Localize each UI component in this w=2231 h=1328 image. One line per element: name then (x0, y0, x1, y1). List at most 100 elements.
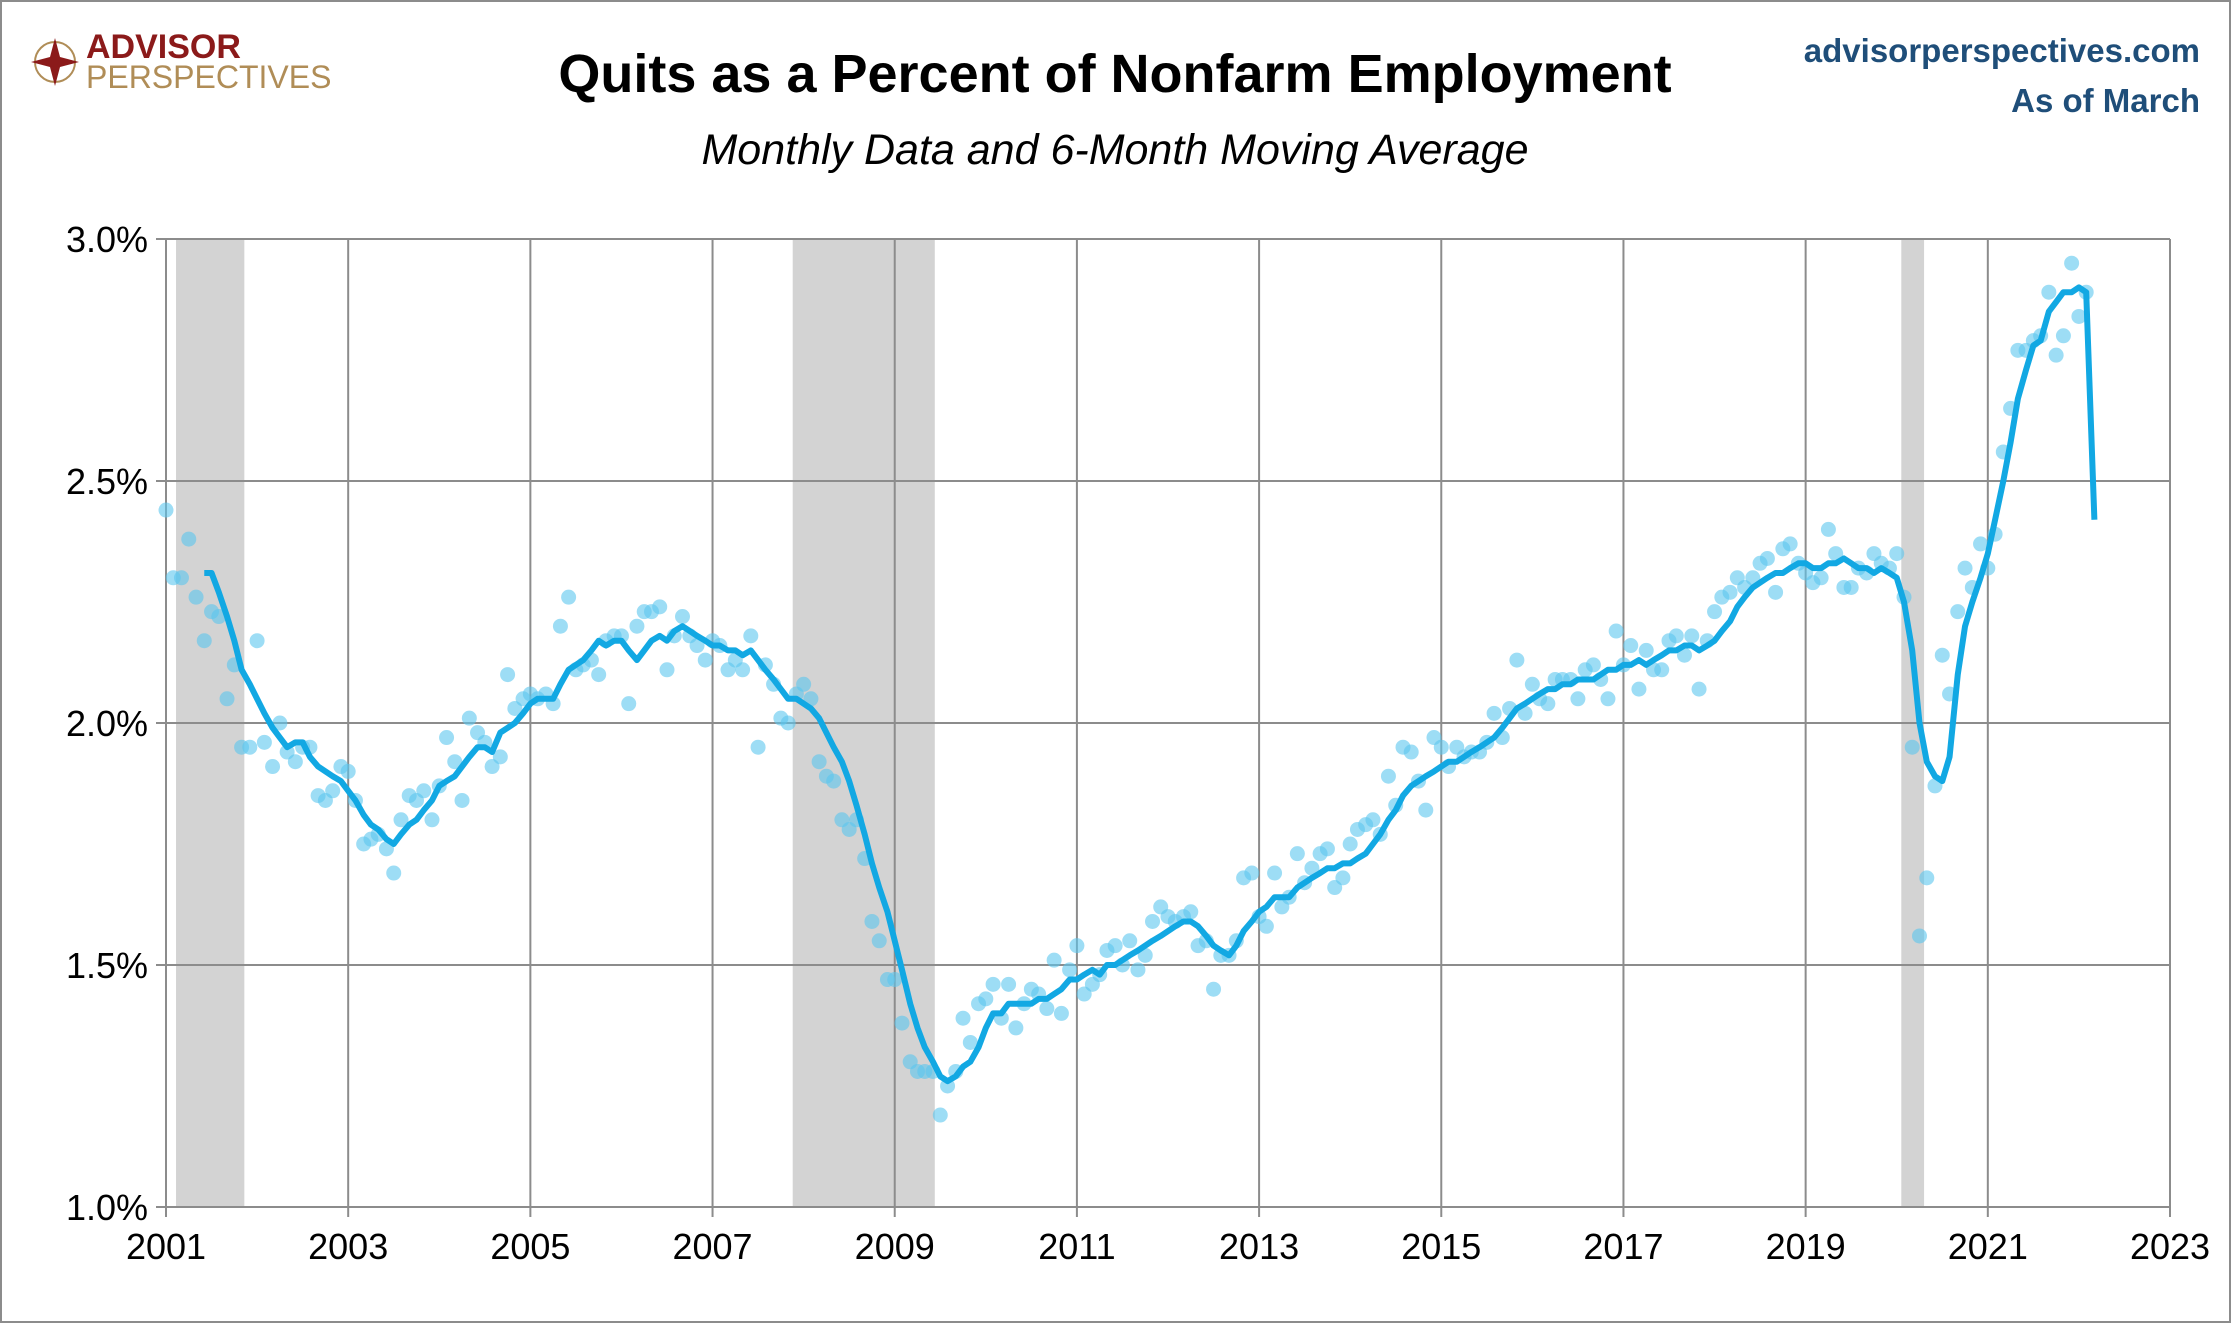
data-point (689, 638, 705, 654)
x-tick-label: 2007 (672, 1226, 752, 1267)
logo-text: PERSPECTIVES (86, 59, 331, 95)
data-point (1889, 546, 1905, 562)
x-tick-label: 2005 (490, 1226, 570, 1267)
data-point (1828, 546, 1844, 562)
data-point (1919, 870, 1935, 886)
data-point (173, 570, 189, 586)
data-point (962, 1034, 978, 1050)
data-point (591, 667, 607, 683)
data-point (871, 933, 887, 949)
x-tick-label: 2023 (2130, 1226, 2210, 1267)
data-point (1039, 1001, 1055, 1017)
data-point (1707, 604, 1723, 620)
data-point (1122, 933, 1138, 949)
as-of-label: As of March (2011, 82, 2200, 119)
data-point (796, 676, 812, 692)
x-tick-label: 2017 (1583, 1226, 1663, 1267)
data-point (1540, 696, 1556, 712)
data-point (188, 589, 204, 605)
data-point (955, 1010, 971, 1026)
data-point (1130, 962, 1146, 978)
data-point (932, 1107, 948, 1123)
data-point (1335, 870, 1351, 886)
data-point (461, 710, 477, 726)
data-point (219, 691, 235, 707)
data-point (256, 734, 272, 750)
logo: ADVISOR PERSPECTIVES (31, 28, 331, 95)
data-point (1631, 681, 1647, 697)
chart-title: Quits as a Percent of Nonfarm Employment (558, 44, 1671, 104)
data-point (743, 628, 759, 644)
data-point (287, 754, 303, 770)
data-point (439, 730, 455, 746)
x-tick-label: 2013 (1219, 1226, 1299, 1267)
data-point (1934, 647, 1950, 663)
data-point (1912, 928, 1927, 944)
data-point (1957, 560, 1973, 576)
data-point (750, 739, 766, 755)
data-point (1365, 812, 1381, 828)
data-point (386, 865, 402, 881)
data-point (196, 633, 212, 649)
data-point (393, 812, 409, 828)
data-point (1244, 865, 1260, 881)
data-point (181, 531, 197, 547)
y-tick-label: 2.0% (66, 703, 148, 744)
x-tick-label: 2015 (1401, 1226, 1481, 1267)
data-point (1517, 705, 1533, 721)
data-point (158, 502, 174, 518)
data-point (811, 754, 827, 770)
data-point (1691, 681, 1707, 697)
data-point (265, 759, 281, 775)
x-tick-label: 2001 (126, 1226, 206, 1267)
data-point (1676, 647, 1692, 663)
data-point (340, 763, 356, 779)
data-point (2071, 308, 2087, 324)
data-point (1684, 628, 1700, 644)
data-point (1820, 521, 1836, 537)
data-point (2041, 284, 2057, 300)
data-point (492, 749, 508, 765)
data-point (1570, 691, 1586, 707)
y-tick-label: 1.5% (66, 945, 148, 986)
data-point (1258, 918, 1274, 934)
data-point (735, 662, 751, 678)
data-point (1904, 739, 1920, 755)
data-point (500, 667, 516, 683)
data-point (1486, 705, 1502, 721)
data-point (1206, 981, 1222, 997)
data-point (1289, 846, 1305, 862)
data-point (1768, 584, 1784, 600)
data-point (1008, 1020, 1024, 1036)
data-point (561, 589, 577, 605)
data-point (272, 715, 288, 731)
data-point (894, 1015, 910, 1031)
data-point (864, 913, 880, 929)
data-point (1950, 604, 1966, 620)
data-point (652, 599, 668, 615)
data-point (2048, 347, 2064, 363)
data-point (1782, 536, 1798, 552)
data-point (1654, 662, 1670, 678)
data-point (1380, 768, 1396, 784)
data-point (1668, 628, 1684, 644)
data-point (1608, 623, 1624, 639)
data-point (211, 609, 227, 625)
data-point (826, 773, 842, 789)
data-point (552, 618, 568, 634)
data-point (1062, 962, 1078, 978)
data-point (621, 696, 637, 712)
data-point (447, 754, 463, 770)
data-point (674, 609, 690, 625)
logo-star (31, 38, 79, 86)
data-point (424, 812, 440, 828)
data-point (1001, 976, 1017, 992)
data-point (242, 739, 258, 755)
data-point (1509, 652, 1525, 668)
data-point (325, 783, 341, 799)
x-tick-label: 2019 (1766, 1226, 1846, 1267)
x-tick-label: 2011 (1038, 1226, 1115, 1267)
data-point (780, 715, 796, 731)
data-point (1183, 904, 1199, 920)
